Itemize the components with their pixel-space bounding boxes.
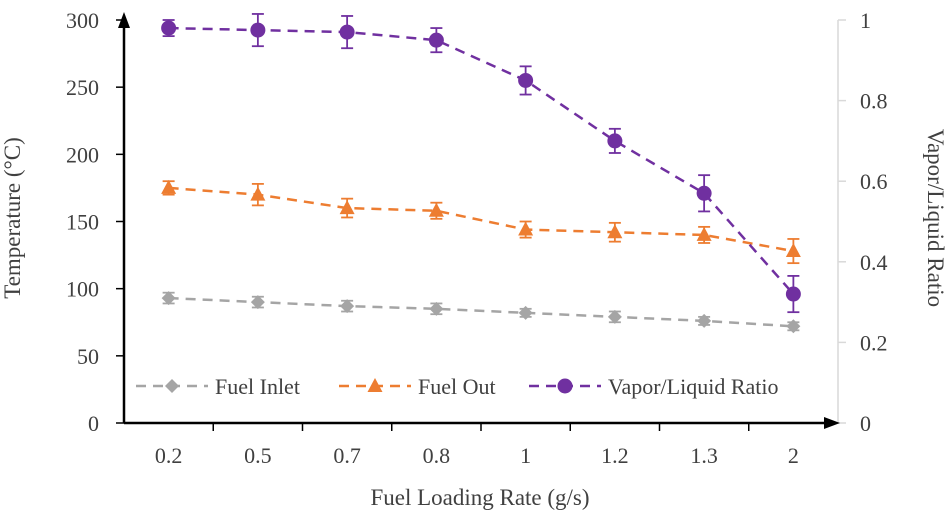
right-tick-label: 0 [860, 411, 871, 436]
data-point [696, 226, 712, 241]
left-tick-label: 50 [77, 344, 99, 369]
series-line [168, 296, 794, 328]
legend-label: Vapor/Liquid Ratio [608, 374, 778, 399]
data-point [339, 200, 355, 215]
right-tick-label: 0.4 [860, 250, 888, 275]
series-vapor-liquid-ratio [161, 13, 801, 314]
data-point [428, 32, 444, 48]
legend-box [130, 367, 835, 405]
series-line [168, 26, 795, 295]
left-tick-label: 300 [66, 8, 99, 33]
legend-label: Fuel Out [418, 374, 496, 399]
data-point [428, 202, 444, 217]
x-axis-title: Fuel Loading Rate (g/s) [370, 485, 589, 510]
legend-marker [367, 378, 383, 392]
series-fuel-out [161, 179, 801, 265]
left-tick-label: 200 [66, 142, 99, 167]
series-line [168, 186, 794, 253]
data-point [785, 243, 801, 258]
right-axis-ticks: 0 0.2 0.4 0.6 0.8 1 [838, 8, 888, 436]
x-tick-label: 0.7 [333, 443, 361, 468]
data-point [518, 305, 533, 320]
data-point [786, 319, 801, 334]
data-point [161, 179, 177, 194]
x-tick-label: 1.2 [601, 443, 629, 468]
data-point [696, 185, 712, 201]
data-point [339, 24, 355, 40]
left-axis-arrowhead [118, 12, 130, 28]
x-tick-label: 1.3 [690, 443, 718, 468]
x-tick-label: 2 [788, 443, 799, 468]
y2-axis-title: Vapor/Liquid Ratio [923, 129, 948, 307]
data-point [607, 224, 623, 239]
data-point [697, 313, 712, 328]
right-tick-label: 0.6 [860, 169, 888, 194]
x-axis-arrowhead [824, 417, 840, 429]
left-tick-label: 0 [88, 411, 99, 436]
series-fuel-inlet [161, 291, 801, 334]
legend-item: Fuel Inlet [136, 374, 300, 399]
x-tick-label: 0.2 [155, 443, 183, 468]
data-point [161, 291, 176, 306]
legend-marker [165, 379, 179, 393]
data-point [250, 22, 266, 38]
data-point [161, 20, 177, 36]
x-tick-label: 0.8 [423, 443, 451, 468]
legend-label: Fuel Inlet [215, 374, 300, 399]
data-point [518, 221, 534, 236]
x-tick-label: 1 [520, 443, 531, 468]
data-point [785, 286, 801, 302]
data-point [250, 186, 266, 201]
data-point [607, 309, 622, 324]
y-axis-title: Temperature (°C) [0, 137, 25, 298]
left-tick-label: 100 [66, 277, 99, 302]
x-tick-label: 0.5 [244, 443, 272, 468]
data-point [518, 72, 534, 88]
right-tick-label: 1 [860, 8, 871, 33]
legend-marker [557, 378, 573, 394]
left-axis-ticks: 0 50 100 150 200 250 300 [66, 8, 124, 436]
legend-item: Fuel Out [339, 374, 496, 399]
legend-item: Vapor/Liquid Ratio [529, 374, 778, 399]
left-tick-label: 250 [66, 75, 99, 100]
data-point [429, 301, 444, 316]
legend: Fuel Inlet Fuel Out Vapor/Liquid Ratio [136, 374, 778, 399]
data-point [340, 299, 355, 314]
left-tick-label: 150 [66, 210, 99, 235]
right-tick-label: 0.2 [860, 330, 888, 355]
data-point [607, 133, 623, 149]
series-layer [161, 13, 801, 334]
data-point [250, 295, 265, 310]
x-axis-ticks: 0.2 0.5 0.7 0.8 1 1.2 1.3 2 [155, 423, 799, 468]
right-tick-label: 0.8 [860, 89, 888, 114]
